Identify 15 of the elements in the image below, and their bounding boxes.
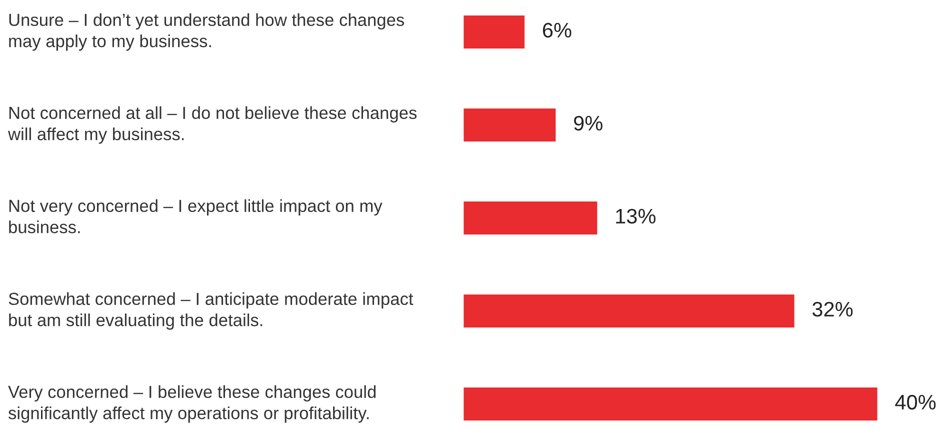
data-label: 6% bbox=[542, 22, 572, 38]
y-tick-label: Not very concerned – I expect little impact on my business. bbox=[9, 199, 382, 234]
y-tick-label: Unsure – I don’t yet understand how these changes may apply to my business. bbox=[9, 13, 404, 51]
bar bbox=[463, 293, 796, 329]
bar bbox=[463, 14, 526, 50]
bar bbox=[463, 386, 878, 422]
y-tick-label: Not concerned at all – I do not believe these changes will affect my business. bbox=[8, 106, 417, 144]
bar bbox=[463, 107, 558, 143]
data-label: 9% bbox=[574, 116, 602, 131]
y-tick-label: Very concerned – I believe these changes could significantly affect my operations or profitability. bbox=[8, 385, 376, 423]
data-label: 13% bbox=[616, 208, 656, 224]
data-label: 32% bbox=[812, 302, 853, 317]
bar bbox=[463, 200, 599, 236]
y-tick-label: Somewhat concerned – I anticipate moderate impact but am still evaluating the details. bbox=[8, 292, 414, 330]
data-label: 40% bbox=[895, 394, 936, 410]
